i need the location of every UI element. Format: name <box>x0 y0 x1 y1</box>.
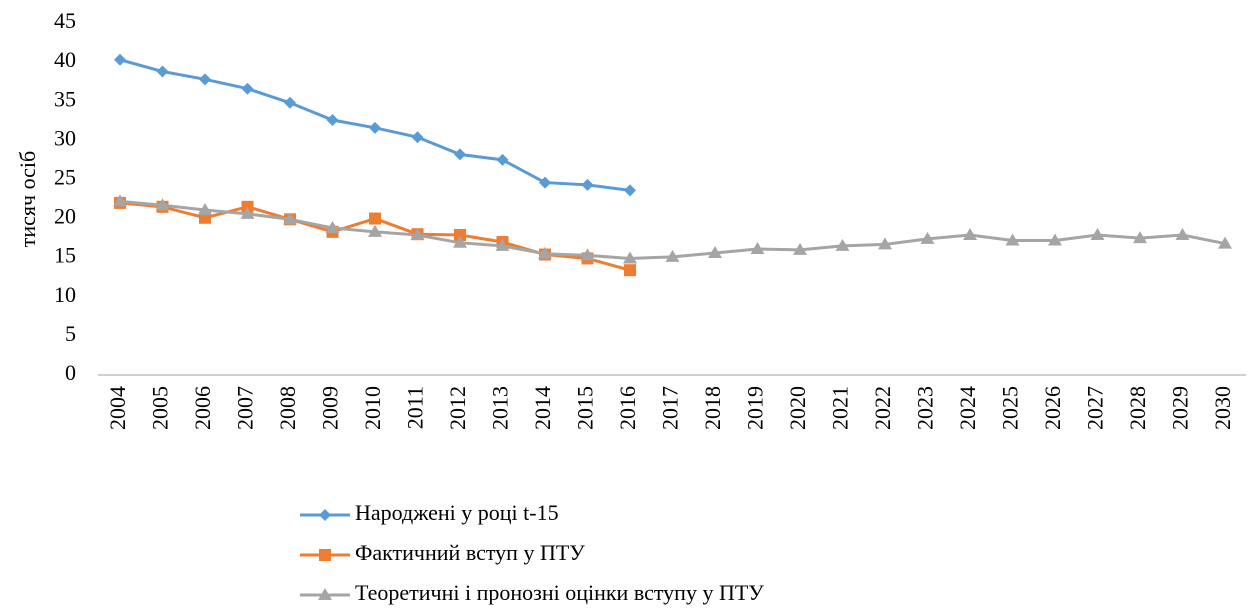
x-tick-label: 2025 <box>998 386 1023 430</box>
x-tick-label: 2024 <box>955 386 980 430</box>
marker <box>624 184 636 197</box>
y-tick-label: 25 <box>54 164 76 189</box>
x-tick-label: 2030 <box>1210 386 1235 430</box>
marker <box>624 264 636 277</box>
marker <box>326 113 339 126</box>
legend-label: Народжені у році t-15 <box>355 500 559 525</box>
marker <box>793 242 807 255</box>
marker <box>1090 227 1105 240</box>
y-tick-label: 35 <box>54 86 76 111</box>
legend-label: Теоретичні і пронозні оцінки вступу у ПТ… <box>355 580 764 605</box>
x-tick-label: 2022 <box>870 386 895 430</box>
x-tick-label: 2023 <box>913 386 938 430</box>
marker <box>963 227 977 240</box>
series-line <box>119 199 1226 260</box>
x-tick-label: 2004 <box>105 386 130 430</box>
marker <box>1005 233 1020 246</box>
x-tick-label: 2005 <box>148 386 173 430</box>
marker <box>241 200 254 213</box>
y-tick-label: 0 <box>65 360 76 385</box>
marker <box>496 153 509 166</box>
marker <box>368 224 382 237</box>
x-tick-label: 2011 <box>403 386 428 429</box>
marker <box>240 206 255 219</box>
x-tick-label: 2007 <box>233 386 258 430</box>
x-tick-label: 2014 <box>530 386 555 430</box>
marker <box>495 238 510 251</box>
marker <box>198 202 212 215</box>
y-tick-label: 45 <box>54 8 76 33</box>
marker <box>1133 231 1147 244</box>
x-tick-label: 2012 <box>445 386 470 430</box>
marker <box>113 194 127 207</box>
y-tick-label: 40 <box>54 47 76 72</box>
marker <box>369 121 381 134</box>
x-tick-label: 2016 <box>615 386 640 430</box>
x-tick-label: 2010 <box>360 386 385 430</box>
y-tick-label: 5 <box>65 321 76 346</box>
marker <box>319 549 331 561</box>
marker <box>1048 233 1062 246</box>
marker <box>283 212 297 225</box>
x-tick-label: 2026 <box>1040 386 1065 430</box>
marker <box>453 235 467 248</box>
x-tick-label: 2021 <box>828 386 853 430</box>
x-tick-label: 2009 <box>318 386 343 430</box>
marker <box>835 238 850 251</box>
marker <box>318 588 332 600</box>
marker <box>1218 236 1232 249</box>
legend-label: Фактичний вступ у ПТУ <box>355 540 585 565</box>
marker <box>369 212 381 225</box>
marker <box>114 53 126 66</box>
marker <box>708 245 722 258</box>
marker <box>538 246 552 259</box>
marker <box>539 176 551 189</box>
marker <box>325 220 340 233</box>
marker <box>155 198 170 211</box>
x-tick-label: 2013 <box>488 386 513 430</box>
x-tick-label: 2006 <box>190 386 215 430</box>
x-tick-label: 2018 <box>700 386 725 430</box>
y-axis-label: тисяч осіб <box>15 151 40 247</box>
marker <box>454 148 466 161</box>
x-tick-label: 2027 <box>1083 386 1108 430</box>
x-tick-label: 2015 <box>573 386 598 430</box>
marker <box>750 242 765 255</box>
marker <box>581 178 594 191</box>
marker <box>1175 227 1190 240</box>
marker <box>199 73 211 86</box>
marker <box>284 96 296 109</box>
x-tick-label: 2028 <box>1125 386 1150 430</box>
marker <box>241 82 254 95</box>
marker <box>920 231 935 244</box>
x-tick-label: 2029 <box>1168 386 1193 430</box>
marker <box>411 131 424 144</box>
marker <box>623 251 637 264</box>
marker <box>156 65 169 78</box>
x-tick-label: 2008 <box>275 386 300 430</box>
y-tick-label: 20 <box>54 204 76 229</box>
marker <box>878 237 892 250</box>
y-tick-label: 30 <box>54 125 76 150</box>
y-tick-label: 15 <box>54 243 76 268</box>
x-tick-label: 2020 <box>785 386 810 430</box>
y-tick-label: 10 <box>54 282 76 307</box>
x-tick-label: 2017 <box>658 386 683 430</box>
marker <box>319 509 331 521</box>
marker <box>410 227 425 240</box>
marker <box>665 249 680 262</box>
x-tick-label: 2019 <box>743 386 768 430</box>
marker <box>454 228 466 241</box>
marker <box>580 248 595 261</box>
